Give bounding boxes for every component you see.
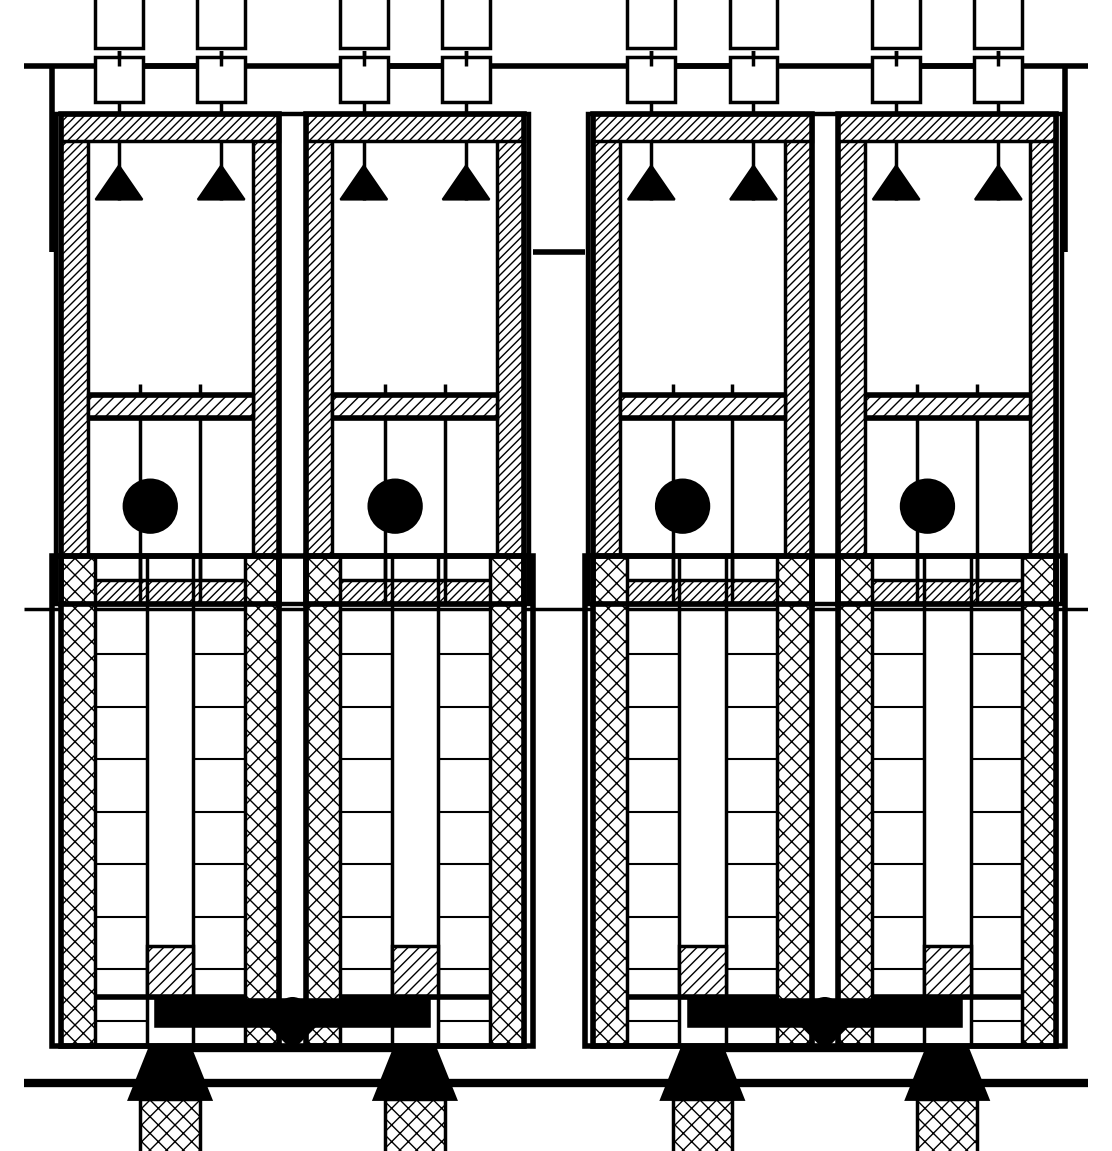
Polygon shape xyxy=(802,1024,848,1049)
Bar xyxy=(61,114,88,604)
Circle shape xyxy=(810,998,840,1028)
Bar xyxy=(443,56,490,101)
Bar xyxy=(95,56,143,101)
Bar xyxy=(52,556,533,1046)
Bar xyxy=(594,580,812,604)
Polygon shape xyxy=(731,166,777,199)
Bar xyxy=(197,56,245,101)
Polygon shape xyxy=(198,166,245,199)
Bar xyxy=(838,556,1056,1046)
Bar xyxy=(306,114,332,604)
Bar xyxy=(585,556,1065,1046)
Bar xyxy=(340,56,388,101)
Bar xyxy=(594,556,812,1046)
Bar xyxy=(306,114,524,604)
Polygon shape xyxy=(375,1046,456,1099)
Bar xyxy=(838,580,1056,604)
Polygon shape xyxy=(443,166,489,199)
Bar xyxy=(61,556,279,1046)
Bar xyxy=(306,556,340,1046)
Polygon shape xyxy=(628,166,675,199)
Bar xyxy=(673,1099,732,1151)
Bar xyxy=(588,114,1062,604)
Bar xyxy=(974,0,1022,48)
Bar xyxy=(838,114,865,604)
Bar xyxy=(443,0,490,48)
Bar xyxy=(88,395,252,418)
Polygon shape xyxy=(906,1046,987,1099)
Bar xyxy=(627,0,675,48)
Bar xyxy=(61,556,95,1046)
Bar xyxy=(1030,114,1056,604)
Bar xyxy=(197,0,245,48)
Bar xyxy=(95,0,143,48)
Bar xyxy=(61,580,279,604)
Bar xyxy=(838,114,1056,142)
Circle shape xyxy=(278,998,307,1028)
Polygon shape xyxy=(873,166,920,199)
Circle shape xyxy=(901,480,954,533)
Bar xyxy=(594,114,812,142)
Bar xyxy=(872,56,920,101)
Bar xyxy=(385,1099,445,1151)
Bar xyxy=(872,0,920,48)
Polygon shape xyxy=(662,1046,743,1099)
Bar xyxy=(872,556,1022,1046)
Bar xyxy=(157,1001,428,1024)
Bar xyxy=(865,395,1030,418)
Bar xyxy=(594,114,812,604)
Bar xyxy=(88,142,252,580)
Polygon shape xyxy=(130,1046,210,1099)
Bar xyxy=(1022,556,1056,1046)
Bar xyxy=(56,114,529,604)
Bar xyxy=(490,556,524,1046)
Bar xyxy=(627,556,777,1046)
Bar xyxy=(332,142,497,580)
Bar xyxy=(340,0,388,48)
Circle shape xyxy=(123,480,177,533)
Bar xyxy=(306,114,524,142)
Bar xyxy=(785,114,812,604)
Bar xyxy=(679,946,726,997)
Circle shape xyxy=(368,480,421,533)
Bar xyxy=(340,556,490,1046)
Bar xyxy=(594,114,619,604)
Bar xyxy=(865,142,1030,580)
Bar xyxy=(974,56,1022,101)
Bar xyxy=(61,114,279,142)
Bar xyxy=(838,114,1056,604)
Bar xyxy=(252,114,279,604)
Bar xyxy=(95,556,245,1046)
Bar xyxy=(594,556,627,1046)
Polygon shape xyxy=(340,166,387,199)
Polygon shape xyxy=(269,1024,316,1049)
Bar xyxy=(619,142,785,580)
Circle shape xyxy=(656,480,709,533)
Bar xyxy=(61,114,279,604)
Bar xyxy=(917,1099,977,1151)
Bar xyxy=(627,56,675,101)
Bar xyxy=(245,556,279,1046)
Bar xyxy=(332,395,497,418)
Polygon shape xyxy=(975,166,1022,199)
Bar xyxy=(306,556,524,1046)
Bar xyxy=(497,114,524,604)
Bar xyxy=(306,580,524,604)
Bar xyxy=(619,395,785,418)
Bar xyxy=(147,946,193,997)
Bar xyxy=(924,946,971,997)
Bar xyxy=(391,946,438,997)
Bar xyxy=(838,556,872,1046)
Bar xyxy=(689,1001,960,1024)
Polygon shape xyxy=(96,166,142,199)
Bar xyxy=(140,1099,200,1151)
Bar xyxy=(729,56,777,101)
Bar xyxy=(729,0,777,48)
Bar xyxy=(777,556,812,1046)
